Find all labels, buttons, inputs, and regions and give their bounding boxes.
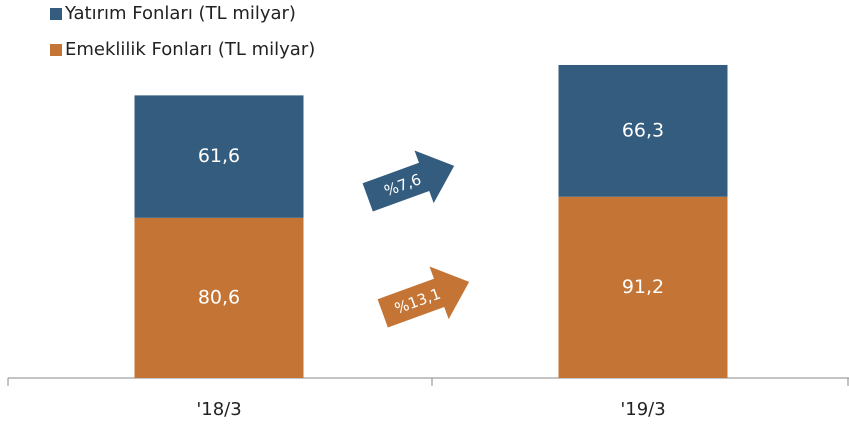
bar-segment	[134, 95, 304, 218]
bar-segment	[134, 217, 304, 378]
value-label: 91,2	[622, 276, 664, 298]
value-label: 66,3	[622, 119, 664, 141]
growth-arrow: %13,1	[377, 266, 470, 328]
legend-swatch	[50, 8, 62, 20]
legend-label: Emeklilik Fonları (TL milyar)	[65, 39, 315, 60]
arrow-shape	[362, 150, 455, 212]
value-label: 80,6	[198, 286, 240, 308]
value-label: 61,6	[198, 145, 240, 167]
growth-arrow: %7,6	[362, 150, 455, 212]
x-tick-label: '18/3	[196, 399, 241, 420]
legend-label: Yatırım Fonları (TL milyar)	[64, 3, 296, 24]
bar-segment	[558, 196, 728, 378]
x-tick-label: '19/3	[620, 399, 665, 420]
bar-segment	[558, 64, 728, 197]
arrow-shape	[377, 266, 470, 328]
legend-swatch	[50, 44, 62, 56]
